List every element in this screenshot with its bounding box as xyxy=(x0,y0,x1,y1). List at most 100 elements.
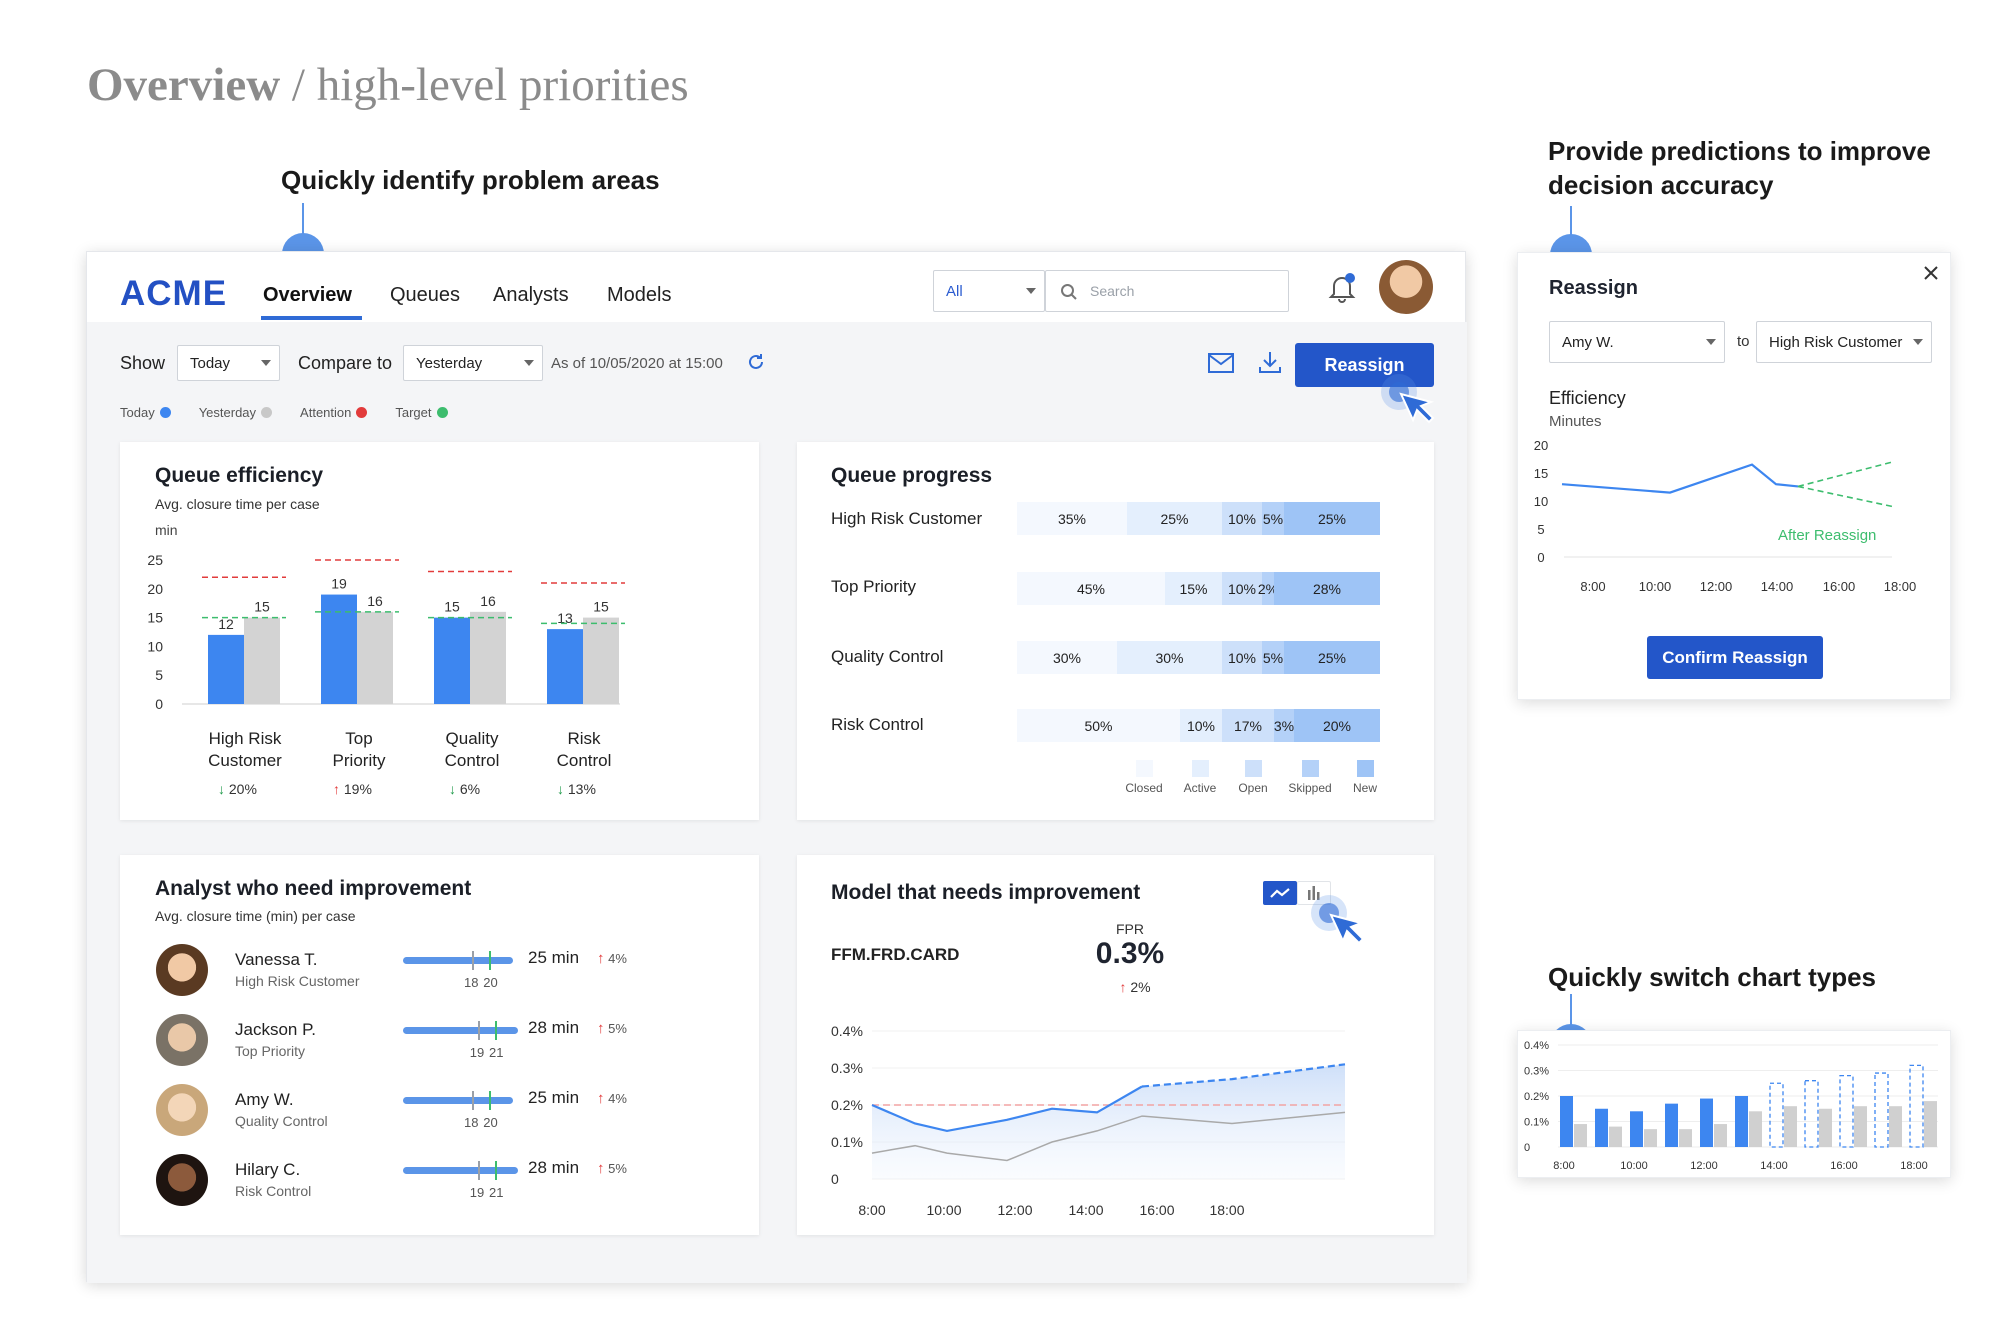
card-title: Analyst who need improvement xyxy=(155,877,472,900)
bar-yesterday xyxy=(1714,1124,1727,1147)
analyst-row[interactable]: Jackson P. Top Priority 19 21 28 min ↑ 5… xyxy=(120,1012,759,1072)
category-label: Top Priority xyxy=(332,729,386,770)
card-title: Queue progress xyxy=(831,464,993,487)
segment-active: 25% xyxy=(1127,502,1222,535)
bar-yesterday xyxy=(1854,1106,1867,1147)
callout-pin xyxy=(1550,234,1592,255)
reassign-button[interactable]: Reassign xyxy=(1295,343,1434,387)
bar-yesterday xyxy=(1644,1129,1657,1147)
queue-progress-card: Queue progress High Risk Customer 35% 25… xyxy=(797,442,1434,820)
legend-item: Closed xyxy=(1121,760,1167,795)
bar-value-label: 19 xyxy=(331,576,347,592)
y-tick-label: 0.2% xyxy=(831,1097,863,1113)
bar-chart-toggle[interactable] xyxy=(1297,881,1331,905)
marker-yesterday xyxy=(477,1021,480,1040)
to-label: to xyxy=(1737,333,1750,350)
marker-value: 18 xyxy=(464,975,479,990)
y-tick-label: 0 xyxy=(1524,1142,1530,1154)
closure-time-bar xyxy=(403,1097,514,1104)
bar-yesterday xyxy=(1924,1101,1937,1147)
y-tick-label: 10 xyxy=(1534,494,1548,509)
x-tick-label: 16:00 xyxy=(1139,1202,1174,1218)
analysts-card: Analyst who need improvement Avg. closur… xyxy=(120,855,759,1235)
delta-badge: ↓ 13% xyxy=(557,781,596,797)
nav-queues[interactable]: Queues xyxy=(390,284,461,306)
progress-bar[interactable]: 35% 25% 10% 5% 25% xyxy=(1017,502,1380,535)
user-avatar[interactable] xyxy=(1379,260,1433,314)
compare-label: Compare to xyxy=(298,353,393,373)
y-tick-label: 0 xyxy=(155,696,163,712)
nav-active-indicator xyxy=(261,316,362,320)
y-tick-label: 25 xyxy=(147,552,163,568)
queue-row-label: Quality Control xyxy=(831,647,944,666)
analyst-avatar xyxy=(156,1084,208,1136)
efficiency-chart: 0 5 10 15 20 8:00 10:00 12:00 14:00 16:00 18:00 xyxy=(1534,438,1917,594)
mail-icon[interactable] xyxy=(1207,352,1235,374)
progress-bar[interactable]: 45% 15% 10% 2% 28% xyxy=(1017,572,1380,605)
analyst-name: Hilary C. xyxy=(235,1160,301,1179)
line-chart-toggle[interactable] xyxy=(1263,881,1297,905)
progress-bar[interactable]: 30% 30% 10% 5% 25% xyxy=(1017,641,1380,674)
delta-badge: ↓ 20% xyxy=(218,781,257,797)
bar-today xyxy=(1560,1096,1573,1147)
delta-badge: ↑ 19% xyxy=(333,781,372,797)
bell-icon[interactable] xyxy=(1327,272,1357,304)
to-queue-select[interactable]: High Risk Customer xyxy=(1756,321,1932,363)
queue-row-label: High Risk Customer xyxy=(831,509,983,528)
segment-skipped: 3% xyxy=(1274,709,1294,742)
compare-select[interactable]: Yesterday xyxy=(403,345,543,381)
analyst-role: Top Priority xyxy=(235,1043,306,1059)
analyst-minutes: 28 min xyxy=(528,1018,580,1037)
nav-analysts[interactable]: Analysts xyxy=(493,284,569,306)
x-tick-label: 18:00 xyxy=(1209,1202,1244,1218)
preview-bar-chart: 0 0.1% 0.2% 0.3% 0.4% 8:00 10:00 12:00 14:00 16:0… xyxy=(1524,1040,1938,1172)
without-reassign-line xyxy=(1797,485,1894,508)
from-analyst-select[interactable]: Amy W. xyxy=(1549,321,1725,363)
bar-value-label: 12 xyxy=(218,616,234,632)
refresh-icon[interactable] xyxy=(745,351,767,373)
bar-yesterday xyxy=(1889,1106,1902,1147)
progress-bar[interactable]: 50% 10% 17% 3% 20% xyxy=(1017,709,1380,742)
marker-target xyxy=(489,1091,492,1110)
analyst-delta: ↑ 4% xyxy=(597,950,627,967)
queue-row-label: Risk Control xyxy=(831,715,924,734)
close-icon[interactable] xyxy=(1921,263,1941,283)
analyst-name: Jackson P. xyxy=(235,1020,316,1039)
nav-overview[interactable]: Overview xyxy=(263,284,352,306)
nav-models[interactable]: Models xyxy=(607,284,672,306)
show-select[interactable]: Today xyxy=(177,345,280,381)
bar-yesterday xyxy=(1784,1106,1797,1147)
analyst-row[interactable]: Hilary C. Risk Control 19 21 28 min ↑ 5% xyxy=(120,1152,759,1212)
delta-badge: ↓ 6% xyxy=(449,781,481,797)
search-input[interactable]: Search xyxy=(1045,270,1289,312)
marker-target xyxy=(495,1161,497,1180)
bar-forecast xyxy=(1909,1064,1924,1148)
filter-select[interactable]: All xyxy=(933,270,1045,312)
legend-item: Yesterday xyxy=(199,405,273,420)
legend-item: Skipped xyxy=(1283,760,1337,795)
card-subtitle: Avg. closure time (min) per case xyxy=(155,908,356,924)
y-tick-label: 0.1% xyxy=(831,1134,863,1150)
x-tick-label: 16:00 xyxy=(1830,1160,1858,1172)
analyst-name: Amy W. xyxy=(235,1090,294,1109)
y-tick-label: 0.2% xyxy=(1524,1091,1549,1103)
bar-forecast xyxy=(1874,1072,1889,1148)
metric-value: 0.3% xyxy=(1095,937,1165,970)
segment-skipped: 5% xyxy=(1262,641,1284,674)
download-icon[interactable] xyxy=(1257,349,1283,375)
bar-forecast xyxy=(1769,1082,1784,1148)
segment-open: 10% xyxy=(1222,572,1262,605)
closure-time-bar xyxy=(403,1027,518,1034)
legend-item: Today xyxy=(120,405,171,420)
y-tick-label: 0.4% xyxy=(1524,1040,1549,1052)
fpr-forecast-line xyxy=(1141,1063,1346,1088)
x-tick-label: 10:00 xyxy=(1639,579,1672,594)
x-tick-label: 8:00 xyxy=(858,1202,885,1218)
queue-efficiency-chart: 0 5 10 15 20 25 12 15 19 16 15 16 13 15 xyxy=(147,552,625,712)
analyst-row[interactable]: Amy W. Quality Control 18 20 25 min ↑ 4% xyxy=(120,1082,759,1142)
analyst-row[interactable]: Vanessa T. High Risk Customer 18 20 25 m… xyxy=(120,942,759,1002)
legend-item: Active xyxy=(1177,760,1223,795)
closure-time-bar xyxy=(403,957,514,964)
confirm-reassign-button[interactable]: Confirm Reassign xyxy=(1647,636,1823,679)
analyst-role: Quality Control xyxy=(235,1113,328,1129)
